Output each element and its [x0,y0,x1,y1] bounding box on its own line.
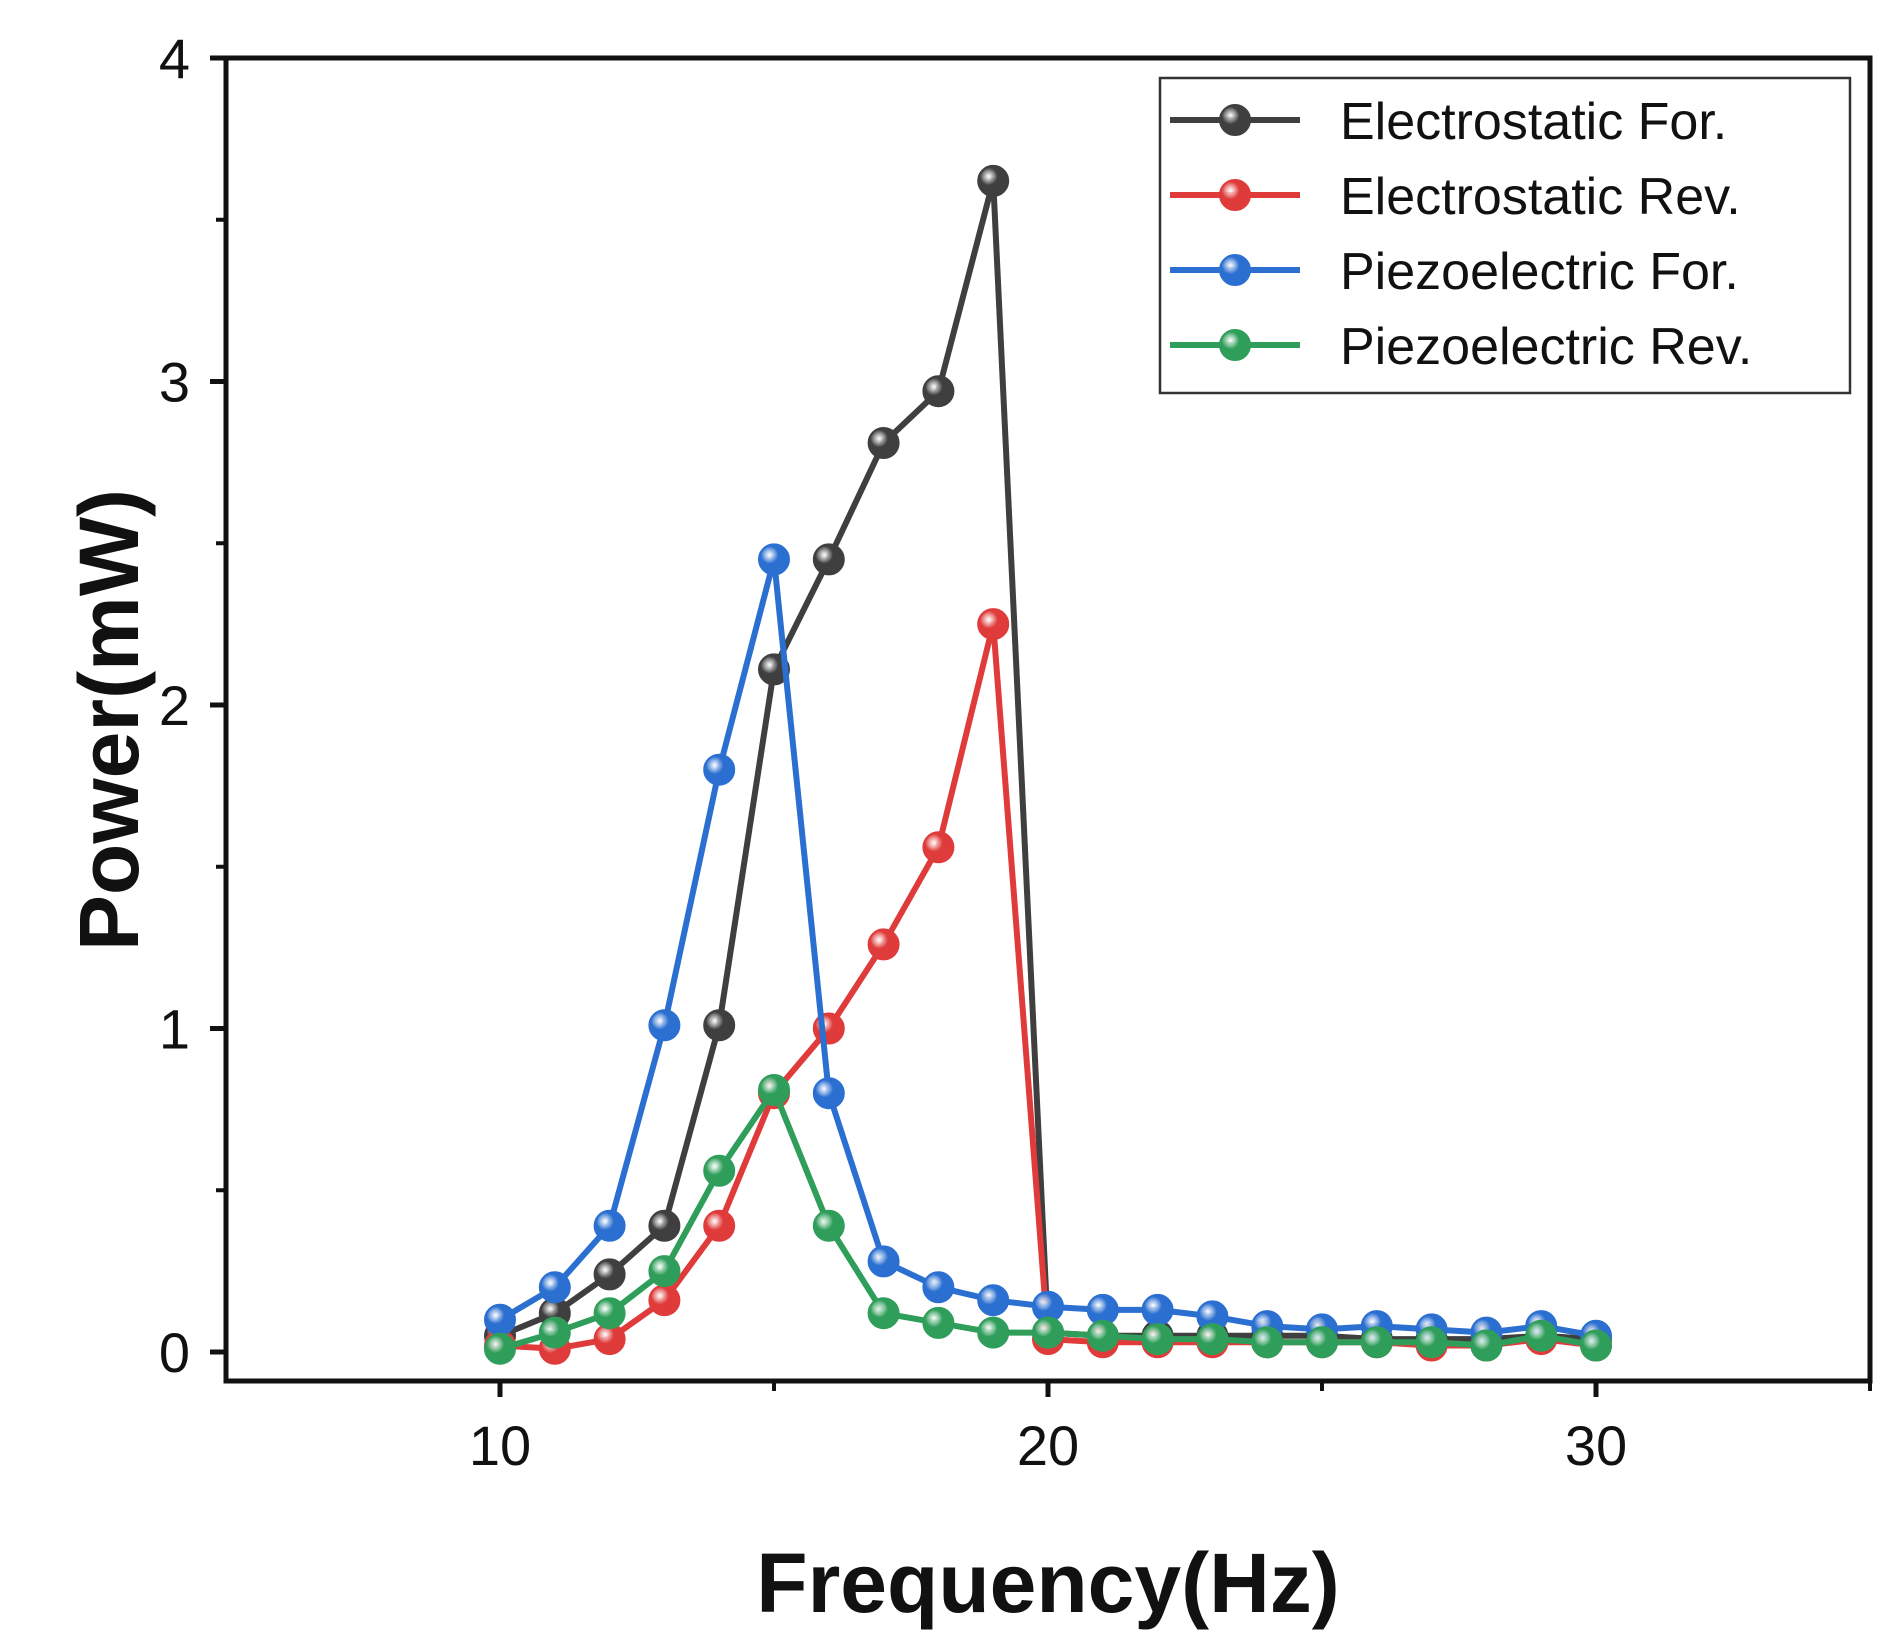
series-layer [484,164,1612,1365]
legend-item-electrostatic-for: Electrostatic For. [1170,93,1727,151]
legend-label: Electrostatic For. [1340,93,1727,151]
data-point [1525,1319,1558,1352]
y-axis-title: Power(mW) [62,489,156,951]
data-point [1360,1326,1393,1359]
data-point [867,928,900,961]
data-point [922,1271,955,1304]
data-point [867,427,900,459]
data-point [648,1209,681,1242]
data-point [538,1271,571,1304]
legend-box [1158,76,1852,395]
data-point [1306,1326,1338,1359]
data-point [812,1209,845,1242]
data-point [648,1284,681,1317]
data-point [593,1209,626,1242]
data-point [812,543,845,576]
data-point [538,1316,571,1349]
legend-label: Piezoelectric For. [1340,243,1739,301]
y-tick-label: 3 [159,351,190,414]
data-point [484,1303,516,1336]
data-point [703,1209,736,1242]
legend-swatch-marker [1219,329,1251,361]
data-point [867,1245,900,1278]
y-tick-label: 1 [159,998,190,1061]
data-point [758,653,790,686]
legend: Electrostatic For. Electrostatic Rev. Piez… [1158,76,1852,395]
axis-ticks: 10 20 30 0 1 2 3 4 [159,27,1872,1477]
x-tick-label: 30 [1565,1414,1627,1477]
data-point [648,1009,681,1042]
data-point [648,1255,681,1288]
data-point [703,753,736,786]
legend-item-piezoelectric-rev: Piezoelectric Rev. [1170,318,1752,376]
data-point [1470,1329,1503,1362]
data-point [1196,1323,1229,1356]
data-point [812,1077,845,1110]
data-point [977,164,1010,197]
legend-swatch-marker [1219,179,1251,211]
data-point [1141,1323,1174,1356]
data-point [1032,1316,1064,1349]
data-point [867,1297,900,1330]
data-point [977,608,1010,641]
data-point [1580,1329,1612,1362]
y-tick-label: 4 [159,27,190,90]
x-axis-title: Frequency(Hz) [756,1536,1339,1630]
legend-item-piezoelectric-for: Piezoelectric For. [1170,243,1739,301]
legend-label: Electrostatic Rev. [1340,168,1741,226]
y-tick-label: 0 [159,1321,190,1384]
x-tick-label: 10 [469,1414,531,1477]
legend-label: Piezoelectric Rev. [1340,318,1752,376]
data-point [758,543,790,576]
legend-swatch-marker [1219,254,1251,286]
data-point [922,1306,955,1339]
data-point [1141,1293,1174,1326]
data-point [703,1154,736,1187]
y-tick-label: 2 [159,674,190,737]
data-point [1086,1319,1119,1352]
data-point [703,1009,736,1042]
data-point [593,1258,626,1291]
data-point [1251,1326,1284,1359]
data-point [484,1332,516,1365]
data-point [1415,1326,1448,1359]
data-point [593,1297,626,1330]
data-point [758,1074,790,1106]
series-electrostatic-rev [484,608,1612,1365]
data-point [922,375,955,408]
data-point [977,1284,1010,1317]
legend-swatch-marker [1219,104,1251,136]
data-point [922,831,955,864]
x-tick-label: 20 [1017,1414,1079,1477]
series-piezoelectric-rev [484,1074,1612,1365]
data-point [977,1316,1010,1349]
legend-item-electrostatic-rev: Electrostatic Rev. [1170,168,1741,226]
